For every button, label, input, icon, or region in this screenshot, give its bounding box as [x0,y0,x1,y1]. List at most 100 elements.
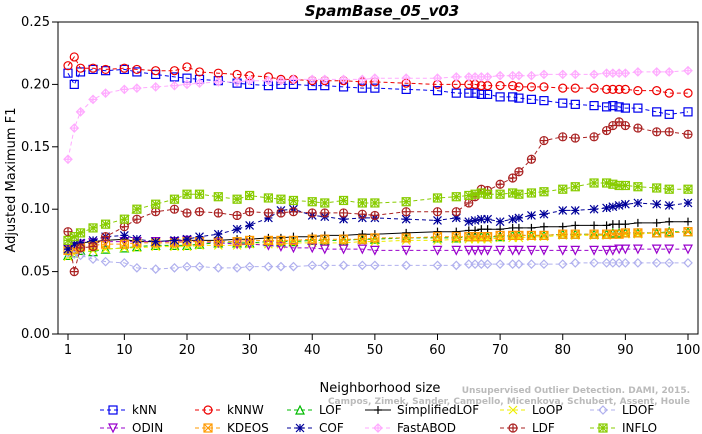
point-kdeos [514,230,524,241]
point-fastabod [665,67,674,76]
point-ldof [75,250,86,261]
point-knnw [664,88,674,98]
point-cof [514,213,524,223]
point-kdeos [357,234,367,244]
point-ldof [432,260,443,271]
point-ldf [276,208,286,218]
point-knn [664,109,674,119]
point-knnw [100,64,111,75]
point-cof [558,206,568,215]
point-ldf [633,123,643,133]
point-odin [538,245,549,256]
point-knn [514,93,524,103]
legend-marker-lof [295,404,305,415]
point-inflo [170,194,179,204]
point-kdeos [539,230,549,241]
point-ldof [132,263,142,273]
point-odin [589,245,600,256]
point-cof [614,201,624,210]
point-ldof [495,259,505,269]
point-knn [683,107,693,117]
point-kdeos [526,230,537,241]
point-kdeos [601,229,612,239]
point-knnw [608,84,618,94]
point-inflo [558,184,568,194]
point-fastabod [245,76,254,85]
legend-label-ldof: LDOF [622,403,654,417]
point-kdeos [482,232,493,242]
point-inflo [570,182,580,192]
point-knnw [508,81,518,91]
point-knn [132,67,142,77]
legend-marker-kdeos [203,423,213,433]
point-inflo [339,196,348,205]
point-simplifiedlof [358,230,367,239]
point-simplifiedlof [514,223,523,232]
point-inflo [652,183,662,193]
x-tick-label: 40 [304,343,321,358]
point-kdeos [307,234,317,244]
point-knn [570,99,580,109]
legend-label-lof: LOF [319,403,342,417]
point-odin [319,244,330,255]
point-kdeos [213,237,223,247]
point-fastabod [514,71,523,80]
point-ldf [464,198,474,208]
point-inflo [401,197,411,207]
point-cof [232,224,242,234]
point-inflo [602,178,612,188]
point-knn [652,107,662,117]
point-kdeos [320,234,330,244]
point-knnw [119,63,129,73]
point-kdeos [401,233,411,243]
point-fastabod [496,71,505,80]
point-ldof [319,260,330,271]
point-kdeos [683,227,693,237]
point-ldf [508,174,517,182]
point-ldof [664,258,675,268]
point-ldf [652,127,661,136]
point-simplifiedlof [527,223,536,232]
point-knnw [151,66,161,76]
point-kdeos [464,232,474,242]
point-cof [633,198,643,208]
point-knnw [620,84,630,94]
legend-label-inflo: INFLO [622,421,657,434]
point-cof [170,235,179,245]
point-ldf [263,208,274,218]
point-fastabod [539,69,549,80]
point-fastabod [338,74,349,85]
point-fastabod [514,70,524,81]
point-ldof [150,264,161,274]
point-odin [620,244,631,255]
point-fastabod [232,77,242,87]
point-inflo [451,192,461,202]
legend-label-kdeos: KDEOS [227,421,269,434]
y-tick-label: 0.10 [21,202,50,217]
point-inflo [683,184,693,194]
point-knn [69,79,79,90]
point-kdeos [652,228,662,238]
point-ldf [570,133,580,143]
point-odin [507,245,518,256]
legend-item-knn: kNN [100,403,157,417]
point-inflo [119,214,129,224]
point-inflo [75,228,86,238]
point-inflo [601,178,612,188]
x-tick-label: 90 [617,343,634,358]
point-ldf [320,208,329,217]
point-ldof [169,263,180,273]
point-odin [607,245,618,256]
plot-frame [57,21,699,335]
point-ldof [88,254,98,264]
point-inflo [539,187,549,197]
point-inflo [432,193,443,203]
point-fastabod [63,154,73,165]
point-fastabod [570,69,581,80]
point-ldof [307,260,318,271]
point-fastabod [621,69,630,78]
point-odin [513,245,524,256]
legend-item-odin: ODIN [100,421,163,434]
point-ldf [683,129,693,139]
